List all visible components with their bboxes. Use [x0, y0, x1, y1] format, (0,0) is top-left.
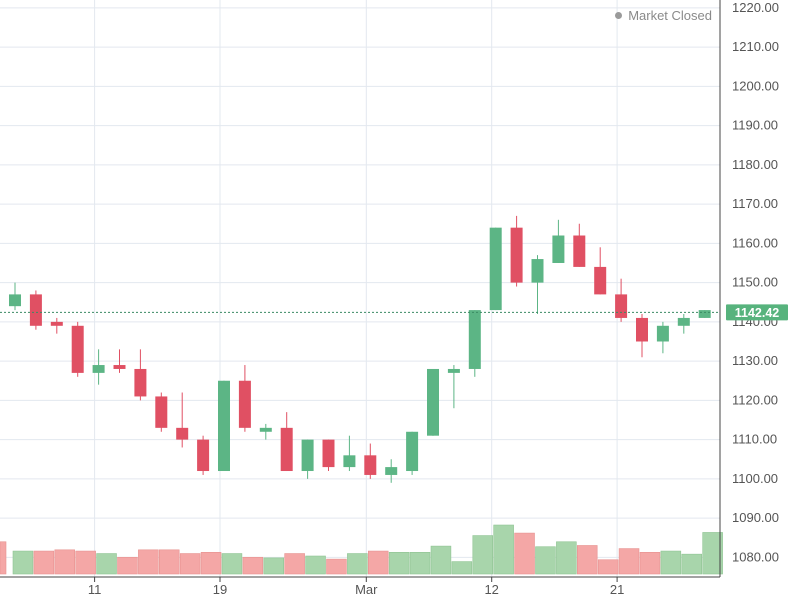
current-price-label: 1142.42	[735, 306, 780, 320]
market-status: Market Closed	[615, 8, 712, 23]
y-tick-label: 1220.00	[732, 0, 779, 15]
volume-bar	[597, 559, 619, 575]
volume-bar	[263, 557, 284, 575]
volume-bar	[639, 551, 661, 575]
volume-bar	[221, 553, 243, 575]
volume-bar	[681, 553, 702, 575]
volume-bar	[514, 532, 535, 575]
candle-down	[573, 235, 586, 267]
volume-bar	[493, 524, 514, 575]
volume-bar	[12, 550, 34, 575]
candle-down	[364, 455, 377, 475]
candle-down	[238, 380, 251, 428]
y-tick-label: 1120.00	[732, 392, 778, 407]
candle-up	[531, 259, 544, 283]
candle-down	[510, 227, 523, 283]
volume-bar	[472, 535, 493, 575]
volume-bar	[326, 558, 347, 575]
candle-down	[594, 266, 607, 295]
candle-down	[155, 396, 168, 428]
x-tick-label: 21	[610, 582, 624, 597]
candle-down	[197, 439, 210, 472]
candle-down	[176, 427, 189, 440]
candle-up	[698, 310, 711, 318]
candle-down	[322, 439, 335, 468]
y-tick-label: 1090.00	[732, 510, 779, 525]
x-tick-label: 19	[213, 582, 227, 597]
candle-down	[280, 427, 293, 472]
volume-bar	[138, 549, 159, 575]
y-tick-label: 1100.00	[732, 471, 778, 486]
candle-up	[343, 455, 356, 468]
candle-up	[9, 294, 21, 307]
candle-up	[92, 365, 105, 373]
candle-up	[447, 368, 460, 373]
x-tick-label: Mar	[355, 582, 378, 597]
volume-bar	[430, 545, 452, 575]
volume-bar	[75, 550, 96, 575]
volume-bar	[367, 550, 389, 575]
volume-bar	[284, 553, 305, 575]
y-tick-label: 1170.00	[732, 196, 778, 211]
volume-bar	[33, 550, 55, 575]
candle-up	[677, 317, 690, 326]
candle-up	[301, 439, 314, 472]
candle-down	[134, 368, 147, 397]
y-tick-label: 1130.00	[732, 353, 778, 368]
volume-bar	[556, 541, 577, 575]
candle-up	[218, 380, 230, 472]
candle-down	[636, 317, 648, 342]
volume-bar	[618, 548, 640, 575]
candle-up	[656, 325, 669, 342]
volume-bar	[576, 545, 598, 575]
candle-up	[427, 368, 439, 436]
candle-up	[385, 467, 398, 475]
volume-bar	[409, 551, 431, 575]
volume-bar	[535, 546, 556, 575]
volume-bar	[159, 549, 180, 575]
y-tick-label: 1110.00	[732, 432, 777, 447]
y-tick-label: 1180.00	[732, 157, 778, 172]
market-status-label: Market Closed	[628, 8, 712, 23]
volume-bar	[451, 561, 473, 575]
candle-down	[71, 325, 84, 373]
volume-bar	[179, 553, 201, 575]
volume-bar	[242, 556, 264, 575]
volume-bar	[702, 532, 723, 575]
candle-down	[50, 321, 63, 326]
x-tick-label: 12	[484, 582, 498, 597]
candle-up	[406, 431, 419, 472]
volume-bar	[96, 553, 117, 575]
y-tick-label: 1160.00	[732, 235, 778, 250]
y-tick-label: 1080.00	[732, 549, 779, 564]
volume-bar	[200, 551, 222, 575]
volume-bar	[305, 555, 326, 575]
y-tick-label: 1150.00	[732, 275, 778, 290]
candle-down	[113, 365, 126, 369]
volume-bar	[0, 541, 7, 575]
candle-up	[552, 235, 565, 263]
y-tick-label: 1210.00	[732, 39, 779, 54]
volume-bar	[347, 553, 368, 575]
volume-bar	[117, 556, 138, 575]
current-price-tag	[726, 304, 788, 321]
candle-up	[259, 427, 272, 432]
candle-down	[29, 294, 42, 326]
candle-down	[615, 294, 628, 318]
volume-bar	[388, 551, 410, 575]
volume-bar	[54, 549, 75, 575]
candle-up	[468, 310, 481, 369]
candle-up	[489, 227, 502, 311]
status-dot-icon	[615, 12, 623, 19]
y-tick-label: 1190.00	[732, 118, 778, 133]
volume-bar	[660, 550, 682, 575]
y-tick-label: 1200.00	[732, 78, 779, 93]
x-tick-label: 11	[88, 582, 102, 597]
